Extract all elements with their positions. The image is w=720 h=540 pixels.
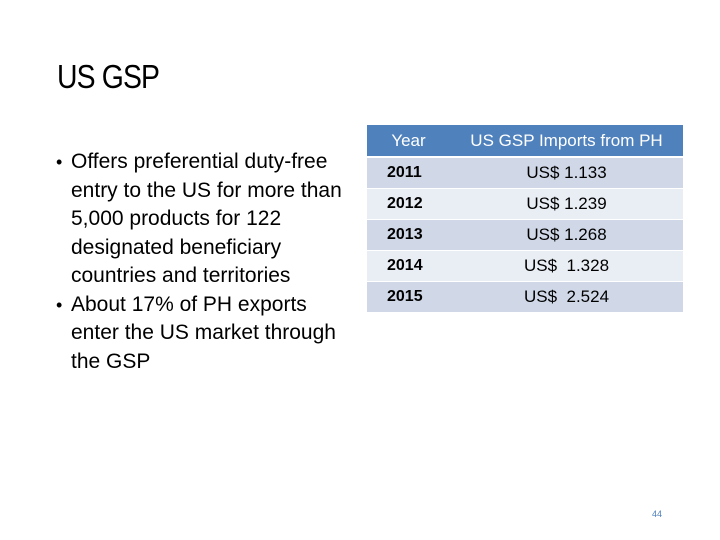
bullet-dot-icon: • xyxy=(56,152,63,172)
value-cell: US$ 1.328 xyxy=(450,250,683,282)
gsp-imports-table: Year US GSP Imports from PH 2011 US$ 1.1… xyxy=(367,125,683,312)
bullet-list: • Offers preferential duty-free entry to… xyxy=(56,148,351,376)
table-row: 2013 US$ 1.268 xyxy=(367,219,683,251)
year-cell: 2014 xyxy=(367,250,450,282)
value-cell: US$ 1.268 xyxy=(450,219,683,251)
bullet-dot-icon: • xyxy=(56,294,63,315)
bullet-item: • Offers preferential duty-free entry to… xyxy=(56,148,351,291)
value-cell: US$ 1.133 xyxy=(450,156,683,189)
header-year: Year xyxy=(367,125,450,158)
year-cell: 2015 xyxy=(367,281,450,312)
year-cell: 2011 xyxy=(367,156,450,189)
bullet-text: Offers preferential duty-free entry to t… xyxy=(71,150,342,287)
bullet-item: • About 17% of PH exports enter the US m… xyxy=(56,291,351,377)
header-imports: US GSP Imports from PH xyxy=(450,125,683,158)
bullet-text: About 17% of PH exports enter the US mar… xyxy=(71,292,336,373)
table-row: 2012 US$ 1.239 xyxy=(367,188,683,220)
value-cell: US$ 2.524 xyxy=(450,281,683,312)
table-row: 2011 US$ 1.133 xyxy=(367,156,683,189)
value-cell: US$ 1.239 xyxy=(450,188,683,220)
table-row: 2015 US$ 2.524 xyxy=(367,281,683,312)
table-row: 2014 US$ 1.328 xyxy=(367,250,683,282)
year-cell: 2012 xyxy=(367,188,450,220)
year-cell: 2013 xyxy=(367,219,450,251)
slide-title: US GSP xyxy=(57,58,160,95)
page-number: 44 xyxy=(652,509,663,519)
table-header-row: Year US GSP Imports from PH xyxy=(367,125,683,158)
